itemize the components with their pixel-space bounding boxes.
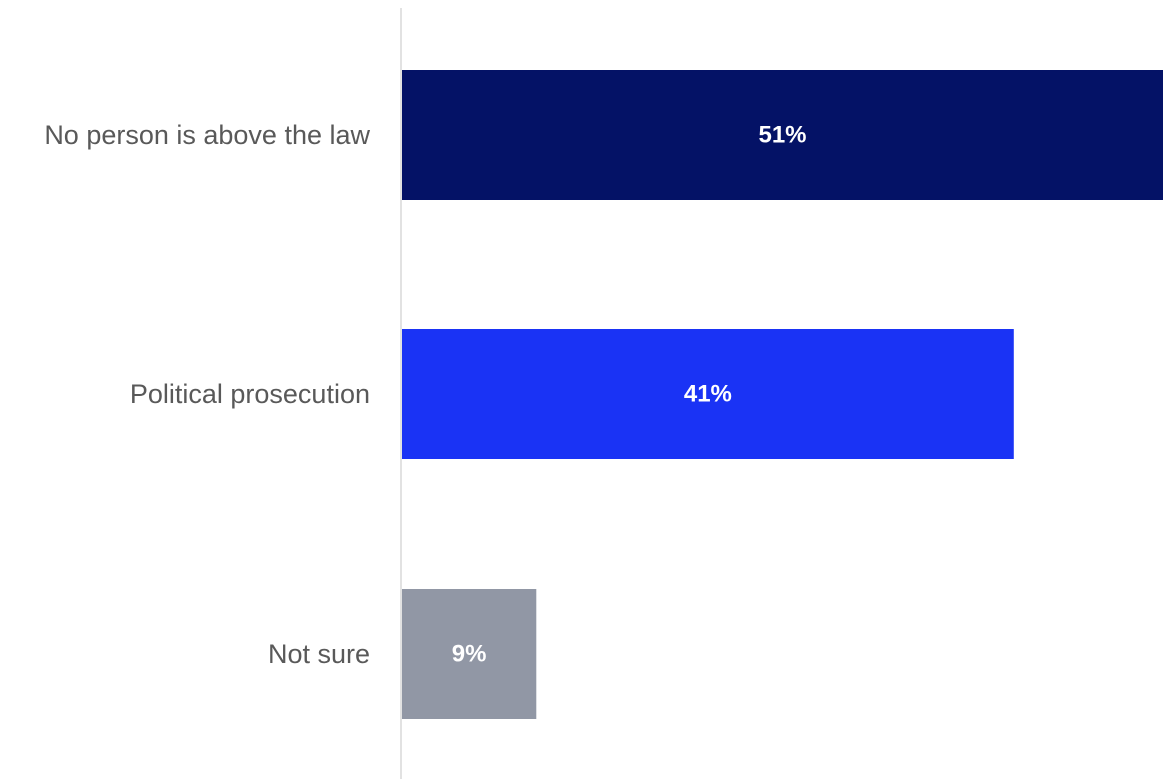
bars-group: [402, 70, 1163, 719]
data-label: 41%: [684, 381, 732, 408]
bar: [402, 589, 537, 719]
category-label: No person is above the law: [44, 120, 370, 150]
category-label: Political prosecution: [130, 379, 370, 409]
data-label: 9%: [452, 641, 487, 668]
category-label: Not sure: [268, 639, 370, 669]
bar: [402, 70, 1163, 200]
labels-group: 51% No person is above the law 41% Politica…: [44, 120, 806, 669]
data-label: 51%: [758, 122, 806, 149]
bar: [402, 329, 1014, 459]
